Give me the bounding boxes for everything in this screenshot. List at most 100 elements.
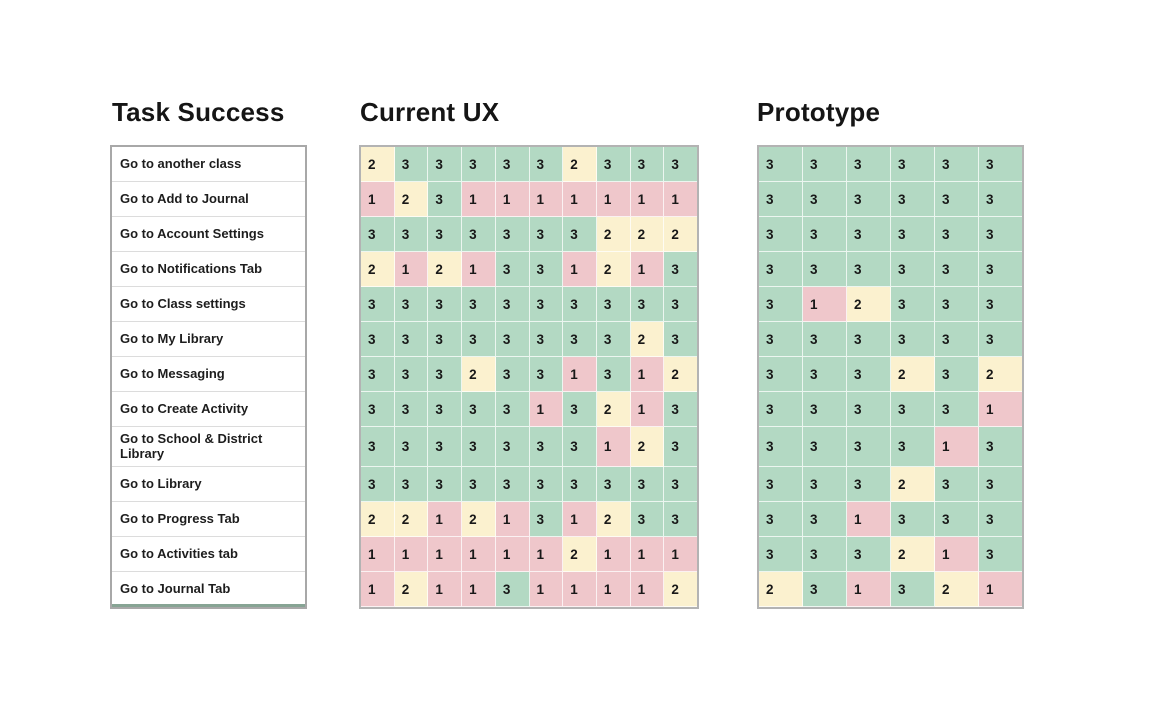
heatmap-cell: 3: [664, 147, 698, 182]
heatmap-cell: 3: [529, 147, 564, 182]
task-list-item: Go to Progress Tab: [112, 502, 305, 537]
heatmap-cell: 2: [428, 252, 463, 287]
heatmap-cell: 3: [759, 392, 803, 427]
heatmap-cell: 3: [495, 427, 530, 467]
heatmap-cell: 3: [596, 147, 631, 182]
heatmap-cell: 3: [462, 427, 496, 467]
heatmap-cell: 1: [462, 252, 496, 287]
heatmap-cell: 1: [361, 182, 395, 217]
heatmap-cell: 3: [361, 217, 395, 252]
heatmap-cell: 3: [664, 502, 698, 537]
heatmap-cell: 1: [563, 182, 597, 217]
heatmap-cell: 2: [361, 502, 395, 537]
heatmap-cell: 3: [495, 467, 530, 502]
heatmap-cell: 1: [563, 572, 597, 607]
heatmap-cell: 3: [847, 537, 891, 572]
heatmap-cell: 1: [979, 392, 1022, 427]
task-list: Go to another class Go to Add to Journal G…: [110, 145, 307, 609]
heatmap-cell: 3: [428, 182, 463, 217]
heatmap-cell: 2: [596, 252, 631, 287]
heatmap-cell: 3: [847, 252, 891, 287]
heatmap-cell: 3: [891, 427, 935, 467]
heatmap-cell: 1: [630, 252, 665, 287]
heatmap-cell: 3: [759, 467, 803, 502]
heatmap-cell: 3: [495, 572, 530, 607]
heatmap-cell: 1: [462, 182, 496, 217]
heatmap-cell: 3: [891, 252, 935, 287]
heatmap-cell: 3: [596, 287, 631, 322]
heatmap-cell: 3: [935, 182, 979, 217]
heatmap-cell: 2: [935, 572, 979, 607]
heatmap-cell: 1: [529, 182, 564, 217]
heatmap-cell: 3: [361, 322, 395, 357]
task-list-item: Go to Create Activity: [112, 392, 305, 427]
heatmap-cell: 3: [462, 287, 496, 322]
heatmap-cell: 2: [891, 537, 935, 572]
heatmap-cell: 3: [759, 427, 803, 467]
heatmap-cell: 3: [891, 392, 935, 427]
heatmap-cell: 3: [630, 287, 665, 322]
heatmap-cell: 3: [394, 467, 429, 502]
heatmap-cell: 3: [563, 322, 597, 357]
heatmap-cell: 3: [495, 147, 530, 182]
current-ux-title: Current UX: [360, 97, 500, 127]
heatmap-cell: 1: [563, 252, 597, 287]
heatmap-cell: 3: [891, 217, 935, 252]
heatmap-cell: 3: [759, 322, 803, 357]
heatmap-cell: 1: [630, 357, 665, 392]
heatmap-cell: 3: [630, 467, 665, 502]
heatmap-cell: 1: [428, 537, 463, 572]
heatmap-cell: 1: [361, 537, 395, 572]
heatmap-cell: 3: [979, 287, 1022, 322]
heatmap-cell: 1: [394, 537, 429, 572]
heatmap-cell: 1: [462, 572, 496, 607]
heatmap-cell: 3: [529, 287, 564, 322]
heatmap-cell: 3: [361, 392, 395, 427]
task-list-item: Go to another class: [112, 147, 305, 182]
heatmap-cell: 3: [495, 357, 530, 392]
heatmap-cell: 3: [596, 357, 631, 392]
heatmap-cell: 1: [495, 502, 530, 537]
heatmap-cell: 3: [394, 147, 429, 182]
heatmap-cell: 3: [759, 217, 803, 252]
heatmap-cell: 3: [759, 182, 803, 217]
heatmap-cell: 1: [495, 182, 530, 217]
heatmap-cell: 3: [462, 147, 496, 182]
heatmap-cell: 3: [847, 392, 891, 427]
heatmap-cell: 3: [428, 427, 463, 467]
heatmap-cell: 3: [979, 147, 1022, 182]
heatmap-cell: 3: [759, 287, 803, 322]
heatmap-cell: 3: [428, 392, 463, 427]
heatmap-cell: 3: [361, 467, 395, 502]
heatmap-cell: 3: [563, 467, 597, 502]
heatmap-cell: 3: [529, 502, 564, 537]
heatmap-cell: 3: [803, 537, 847, 572]
heatmap-cell: 3: [979, 322, 1022, 357]
heatmap-cell: 2: [891, 357, 935, 392]
heatmap-cell: 3: [563, 392, 597, 427]
heatmap-cell: 3: [803, 322, 847, 357]
heatmap-cell: 3: [803, 427, 847, 467]
heatmap-cell: 3: [891, 322, 935, 357]
heatmap-cell: 3: [891, 502, 935, 537]
heatmap-cell: 3: [803, 182, 847, 217]
task-list-item: Go to Class settings: [112, 287, 305, 322]
